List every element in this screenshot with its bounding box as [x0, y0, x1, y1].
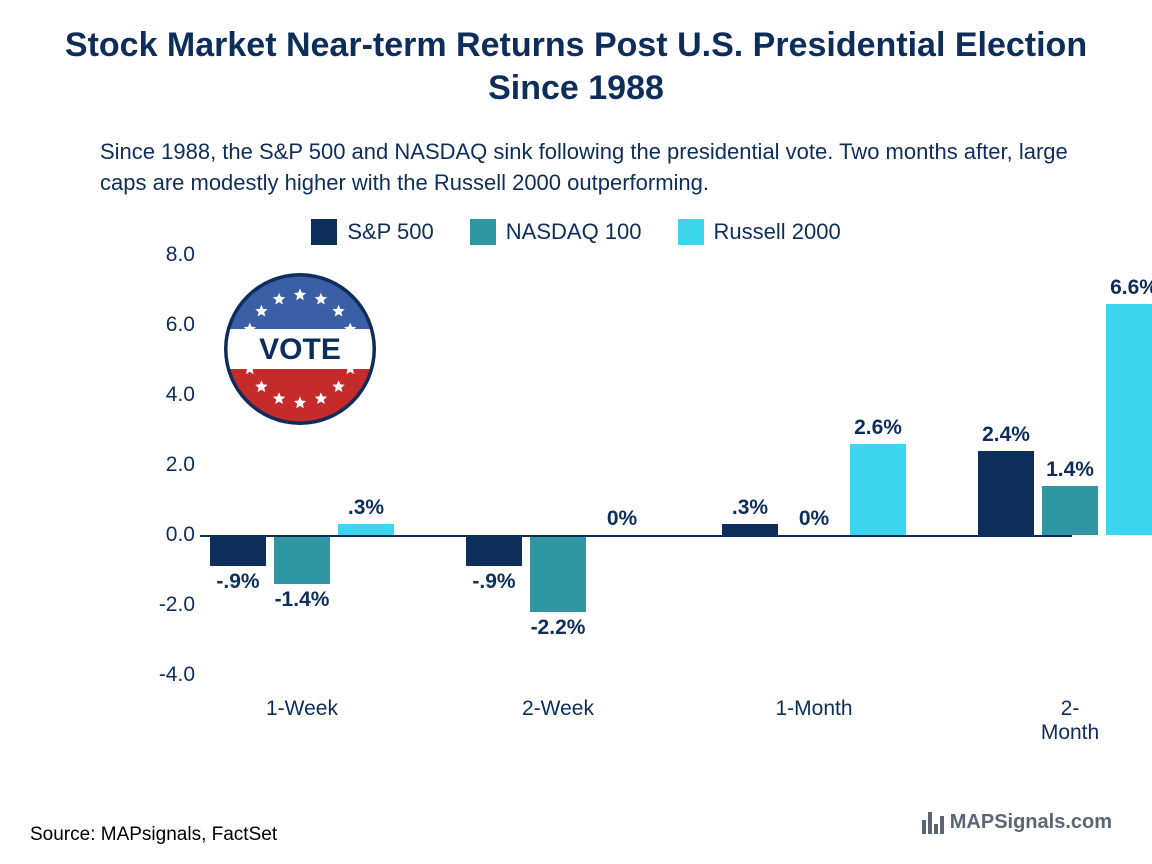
bar	[338, 524, 394, 535]
bar	[530, 535, 586, 612]
y-axis-tick: 2.0	[140, 453, 195, 477]
bar-value-label: -1.4%	[262, 588, 342, 612]
brand-logo: MAPSignals.com	[922, 810, 1112, 834]
bar	[1106, 304, 1152, 535]
legend-swatch	[311, 219, 337, 245]
zero-axis-line	[200, 535, 1072, 537]
y-axis-tick: -2.0	[140, 593, 195, 617]
bar-value-label: 1.4%	[1030, 458, 1110, 482]
bar-value-label: -.9%	[454, 570, 534, 594]
chart-subtitle: Since 1988, the S&P 500 and NASDAQ sink …	[100, 137, 1082, 199]
legend-item: Russell 2000	[678, 219, 841, 245]
y-axis-tick: 0.0	[140, 523, 195, 547]
bar	[978, 451, 1034, 535]
bar-value-label: 0%	[774, 507, 854, 531]
y-axis-tick: 6.0	[140, 313, 195, 337]
y-axis-tick: -4.0	[140, 663, 195, 687]
source-text: Source: MAPsignals, FactSet	[30, 824, 277, 846]
chart-area: -.9%-1.4%.3%-.9%-2.2%0%.3%0%2.6%2.4%1.4%…	[140, 255, 1072, 725]
bar	[850, 444, 906, 535]
bar-value-label: .3%	[326, 496, 406, 520]
legend: S&P 500 NASDAQ 100 Russell 2000	[40, 219, 1112, 245]
bar	[722, 524, 778, 535]
legend-item: NASDAQ 100	[470, 219, 642, 245]
legend-swatch	[678, 219, 704, 245]
x-axis-label: 2-Month	[1041, 697, 1099, 745]
bar-value-label: 6.6%	[1094, 276, 1152, 300]
y-axis-tick: 4.0	[140, 383, 195, 407]
bar-value-label: -2.2%	[518, 616, 598, 640]
y-axis-tick: 8.0	[140, 243, 195, 267]
bar-value-label: 2.4%	[966, 423, 1046, 447]
brand-bars-icon	[922, 810, 944, 834]
x-axis-label: 1-Week	[266, 697, 338, 721]
bar	[1042, 486, 1098, 535]
chart-title: Stock Market Near-term Returns Post U.S.…	[40, 24, 1112, 109]
x-axis-label: 2-Week	[522, 697, 594, 721]
vote-badge-icon: VOTE	[220, 269, 380, 429]
x-axis-label: 1-Month	[775, 697, 852, 721]
bar	[210, 535, 266, 567]
legend-label: S&P 500	[347, 219, 433, 245]
legend-label: Russell 2000	[714, 219, 841, 245]
bar-value-label: 0%	[582, 507, 662, 531]
legend-label: NASDAQ 100	[506, 219, 642, 245]
bar	[274, 535, 330, 584]
brand-text: MAPSignals.com	[950, 811, 1112, 834]
bar-value-label: 2.6%	[838, 416, 918, 440]
bar	[466, 535, 522, 567]
legend-swatch	[470, 219, 496, 245]
svg-text:VOTE: VOTE	[259, 333, 341, 366]
legend-item: S&P 500	[311, 219, 433, 245]
